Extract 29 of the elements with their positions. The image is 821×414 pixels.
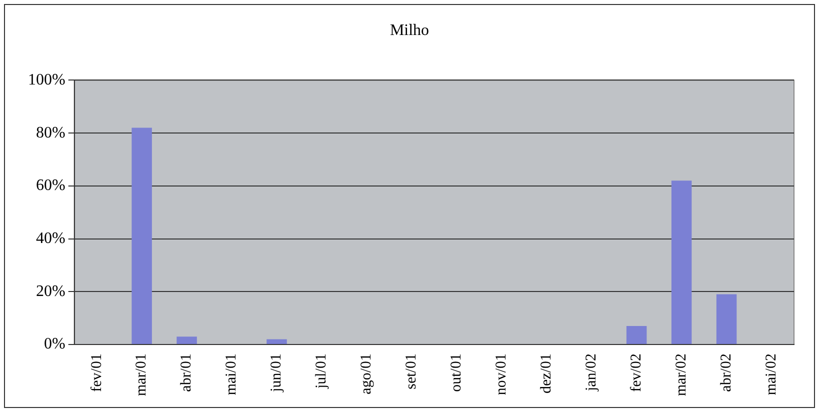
bar [176, 336, 197, 344]
x-tick-label: abr/01 [178, 354, 195, 392]
x-tick-label: mai/01 [224, 354, 240, 396]
y-tick-label: 20% [36, 282, 66, 300]
bar [132, 128, 152, 344]
x-tick-label: ago/01 [358, 354, 375, 394]
chart-title: Milho [390, 22, 430, 39]
x-tick-label: fev/01 [88, 354, 105, 392]
y-tick-label: 0% [44, 336, 66, 353]
bar [266, 339, 287, 344]
x-tick-label: out/01 [448, 354, 465, 392]
x-tick-label: mar/02 [673, 354, 690, 396]
x-tick-label: jun/01 [268, 354, 285, 393]
x-tick-label: jan/02 [584, 354, 600, 392]
x-tick-label: abr/02 [718, 354, 734, 392]
x-tick-label: set/01 [404, 354, 420, 390]
x-tick-label: jul/01 [314, 354, 330, 390]
bar [626, 326, 647, 344]
y-tick-label: 100% [28, 71, 66, 88]
y-tick-label: 80% [36, 124, 66, 142]
x-tick-label: mai/02 [763, 354, 780, 396]
x-tick-label: dez/01 [538, 354, 555, 394]
y-tick-label: 40% [36, 230, 66, 247]
x-tick-label: fev/02 [628, 354, 645, 392]
x-tick-label: mar/01 [134, 354, 150, 396]
bar [671, 180, 692, 344]
bar [716, 294, 737, 344]
y-tick-label: 60% [36, 177, 66, 194]
x-tick-label: nov/01 [494, 354, 510, 396]
